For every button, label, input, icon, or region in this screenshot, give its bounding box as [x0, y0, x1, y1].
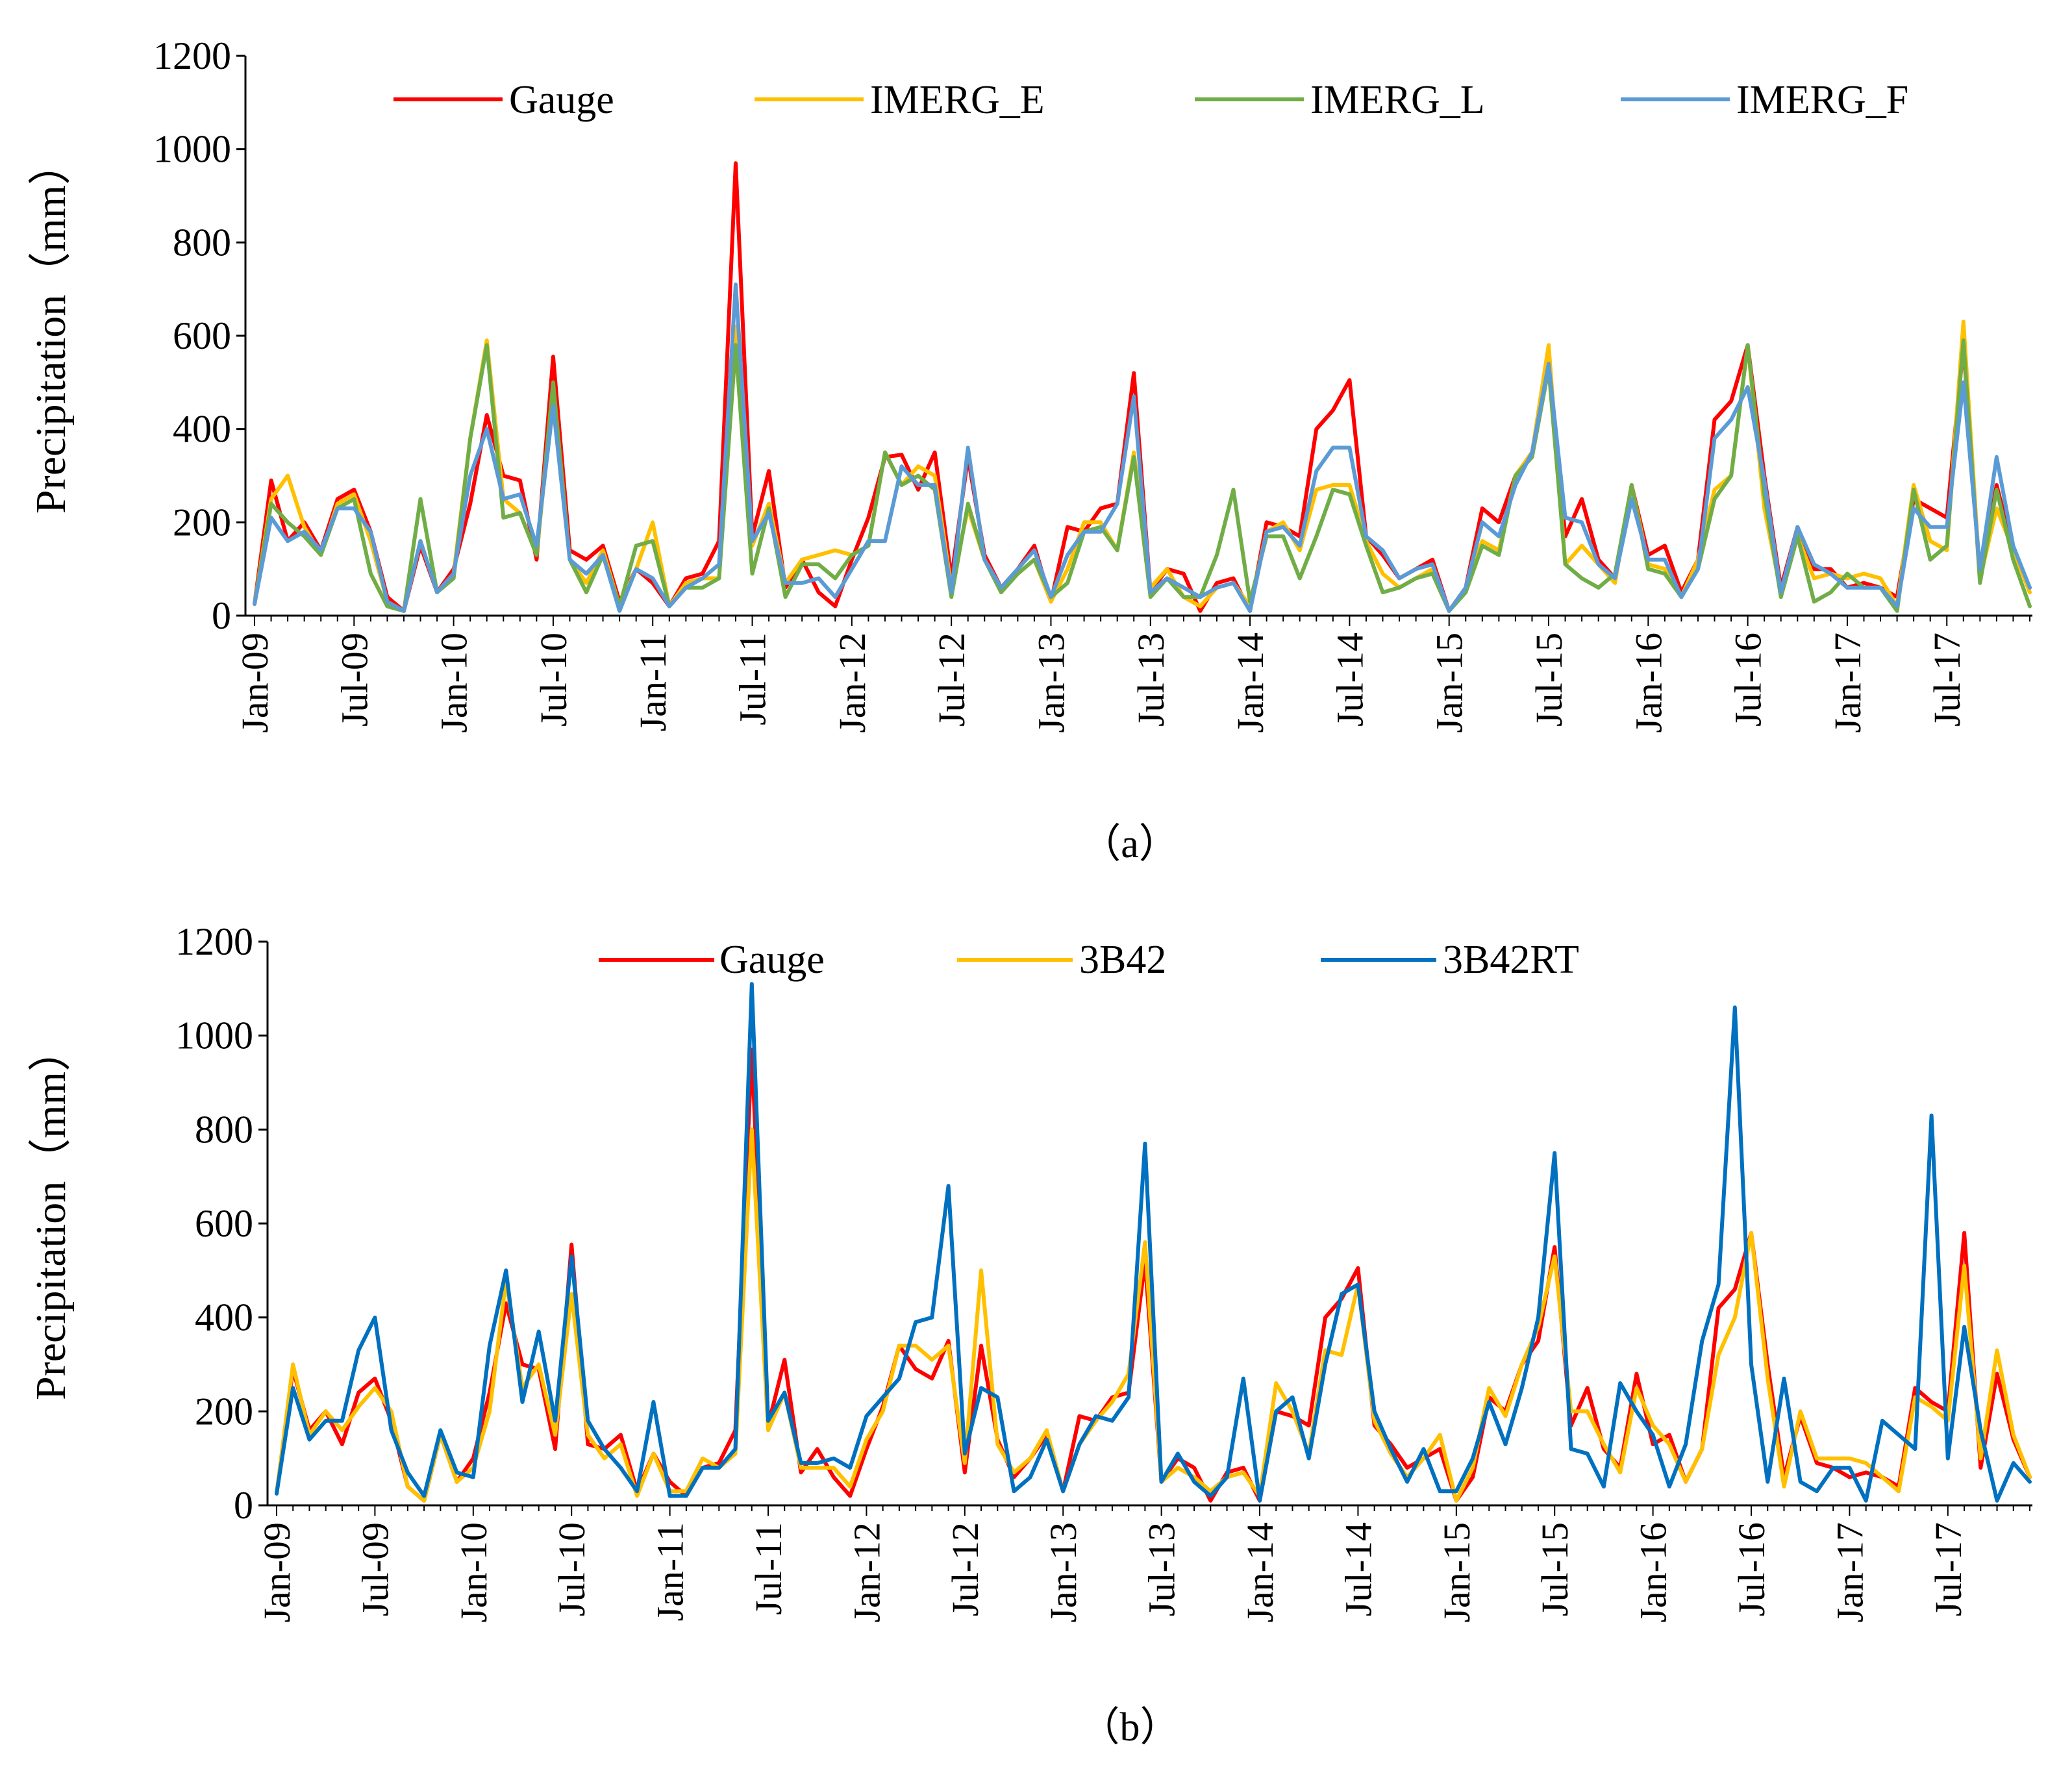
x-tick-label-a: Jan-09 — [234, 633, 276, 733]
y-tick-label-b: 1200 — [175, 920, 253, 963]
y-tick-label-b: 600 — [195, 1202, 253, 1245]
x-tick-label-b: Jan-16 — [1632, 1522, 1675, 1623]
x-tick-label-b: Jul-16 — [1730, 1522, 1773, 1616]
legend-label-3b42rt: 3B42RT — [1443, 938, 1579, 982]
y-axis-title-b: Precipitation（mm） — [27, 1029, 75, 1400]
y-tick-label-a: 1200 — [153, 34, 231, 77]
plot-lines-b — [275, 982, 2032, 1503]
x-tick-label-a: Jan-13 — [1030, 633, 1072, 733]
x-tick-label-a: Jan-11 — [632, 633, 674, 731]
x-tick-label-b: Jan-12 — [845, 1522, 888, 1623]
x-tick-label-b: Jul-09 — [354, 1522, 396, 1616]
y-ticks-a: 0 200 400 600 800 1000 1200 — [153, 34, 245, 637]
x-tick-label-b: Jan-17 — [1829, 1522, 1871, 1623]
legend-label-gauge-b: Gauge — [719, 938, 825, 982]
y-tick-label-a: 400 — [173, 408, 231, 451]
caption-b: （b） — [1079, 1705, 1180, 1750]
x-tick-label-a: Jan-14 — [1229, 633, 1271, 733]
y-axis-title-a: Precipitation（mm） — [27, 142, 75, 514]
x-ticks-b: Jan-09 Jul-09 Jan-10 Jul-10 Jan-11 Jul-11 Jan-… — [256, 1505, 2030, 1623]
x-tick-label-a: Jul-16 — [1727, 633, 1769, 727]
legend-a: Gauge IMERG_E IMERG_L IMERG_F — [393, 78, 1908, 122]
x-tick-label-a: Jul-10 — [532, 633, 575, 727]
y-tick-label-a: 600 — [173, 314, 231, 357]
x-tick-label-a: Jul-14 — [1329, 633, 1371, 727]
x-tick-label-a: Jan-17 — [1827, 633, 1869, 733]
x-tick-label-b: Jul-11 — [747, 1522, 790, 1615]
x-tick-label-b: Jul-15 — [1534, 1522, 1576, 1616]
legend-label-gauge: Gauge — [509, 78, 614, 122]
x-tick-label-a: Jul-17 — [1926, 633, 1968, 727]
x-tick-label-a: Jul-11 — [732, 633, 774, 725]
x-tick-label-b: Jul-13 — [1141, 1522, 1183, 1616]
x-tick-label-b: Jan-09 — [256, 1522, 298, 1623]
x-tick-label-a: Jul-13 — [1130, 633, 1172, 727]
y-ticks-b: 0 200 400 600 800 1000 1200 — [175, 920, 268, 1527]
legend-b: Gauge 3B42 3B42RT — [599, 938, 1579, 982]
x-tick-label-a: Jan-16 — [1627, 633, 1669, 733]
x-tick-label-a: Jul-12 — [930, 633, 973, 727]
x-tick-label-a: Jan-12 — [831, 633, 873, 733]
y-tick-label-a: 0 — [212, 594, 231, 637]
legend-label-imerg-f: IMERG_F — [1736, 78, 1908, 122]
x-tick-label-b: Jul-12 — [944, 1522, 986, 1616]
y-tick-label-b: 200 — [195, 1390, 253, 1433]
y-tick-label-a: 200 — [173, 501, 231, 544]
plot-lines-a — [253, 161, 2032, 613]
x-tick-label-b: Jul-17 — [1927, 1522, 1969, 1616]
legend-label-3b42: 3B42 — [1079, 938, 1166, 982]
legend-label-imerg-l: IMERG_L — [1310, 78, 1485, 122]
x-tick-label-b: Jul-10 — [551, 1522, 593, 1616]
y-tick-label-a: 800 — [173, 221, 231, 264]
y-tick-label-b: 1000 — [175, 1014, 253, 1057]
series-line-a-gauge — [253, 161, 2032, 613]
series-line-b-3b42rt — [275, 982, 2032, 1503]
y-tick-label-b: 800 — [195, 1108, 253, 1151]
legend-label-imerg-e: IMERG_E — [870, 78, 1045, 122]
x-tick-label-a: Jan-15 — [1429, 633, 1471, 733]
x-tick-label-a: Jan-10 — [433, 633, 475, 733]
x-tick-label-b: Jan-14 — [1239, 1522, 1281, 1623]
x-tick-label-b: Jan-13 — [1042, 1522, 1084, 1623]
chart-panel-a: 0 200 400 600 800 1000 1200 Jan-09 Jul-09 Jan-10… — [27, 34, 2032, 866]
x-tick-label-a: Jul-09 — [333, 633, 375, 727]
chart-panel-b: 0 200 400 600 800 1000 1200 Jan-09 Jul-09 Jan-10… — [27, 920, 2032, 1750]
caption-a: （a） — [1080, 822, 1179, 866]
x-tick-label-a: Jul-15 — [1528, 633, 1570, 727]
y-tick-label-a: 1000 — [153, 128, 231, 171]
x-tick-label-b: Jul-14 — [1337, 1522, 1379, 1616]
series-line-a-imerg-f — [253, 282, 2032, 613]
x-ticks-a: Jan-09 Jul-09 Jan-10 Jul-10 Jan-11 Jul-11 Jan-… — [234, 616, 2030, 733]
x-tick-label-b: Jan-15 — [1436, 1522, 1478, 1623]
x-tick-label-b: Jan-10 — [453, 1522, 495, 1623]
series-line-a-imerg-l — [253, 338, 2032, 613]
y-tick-label-b: 0 — [234, 1484, 253, 1527]
series-line-b-3b42 — [275, 1127, 2032, 1503]
x-tick-label-b: Jan-11 — [649, 1522, 692, 1621]
y-tick-label-b: 400 — [195, 1296, 253, 1339]
